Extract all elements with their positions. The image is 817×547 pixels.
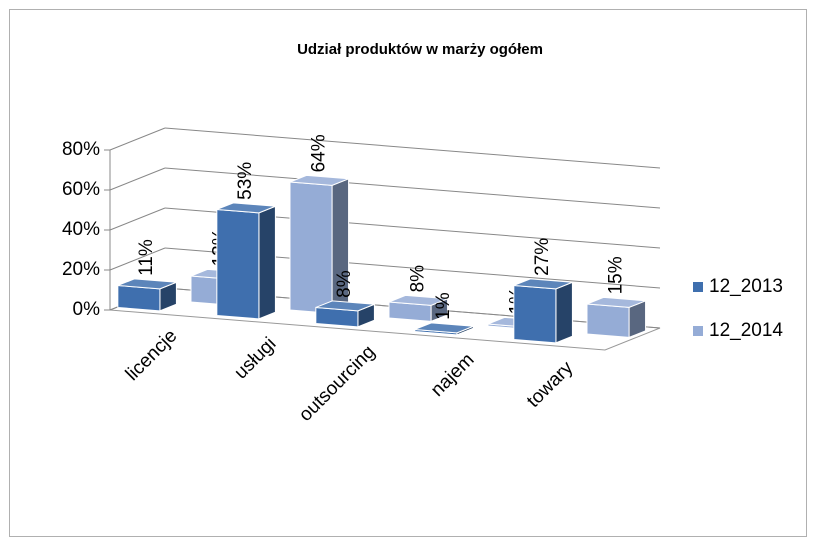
legend-swatch [693, 326, 703, 336]
value-label: 11% [136, 239, 157, 276]
value-label: 8% [407, 265, 428, 293]
legend-label: 12_2013 [709, 276, 783, 297]
bar-top [289, 174, 349, 186]
value-label: 15% [605, 256, 626, 294]
bar-front [117, 284, 161, 312]
y-tick-label: 40% [62, 219, 100, 240]
bar-front [289, 181, 333, 314]
value-label: 1% [433, 292, 454, 320]
value-label: 53% [235, 162, 256, 200]
bar-front [513, 284, 557, 344]
y-tick-label: 0% [73, 299, 101, 320]
bar-top [414, 322, 474, 334]
grid-line [164, 127, 661, 169]
grid-line [164, 167, 661, 209]
y-tick-label: 60% [62, 179, 100, 200]
bar-top [117, 278, 177, 290]
bar-top [388, 294, 448, 306]
value-label: 8% [334, 270, 355, 298]
bar-top [315, 300, 375, 312]
bar-front [216, 208, 260, 320]
bar-side [258, 205, 276, 320]
value-label: 64% [308, 134, 329, 172]
grid-line [109, 167, 166, 191]
grid-line [109, 207, 166, 231]
bar-top [586, 296, 646, 308]
value-label: 27% [532, 238, 553, 276]
legend-label: 12_2014 [709, 320, 783, 341]
y-tick-label: 80% [62, 139, 100, 160]
chart-border [9, 9, 807, 537]
grid-line [109, 247, 166, 271]
bar-top [216, 202, 276, 214]
chart-title: Udział produktów w marży ogółem [297, 41, 543, 58]
bar-top [513, 278, 573, 290]
grid-line [109, 127, 166, 151]
legend-swatch [693, 282, 703, 292]
bar-front [586, 303, 630, 338]
bar-side [555, 281, 573, 344]
y-tick-label: 20% [62, 259, 100, 280]
